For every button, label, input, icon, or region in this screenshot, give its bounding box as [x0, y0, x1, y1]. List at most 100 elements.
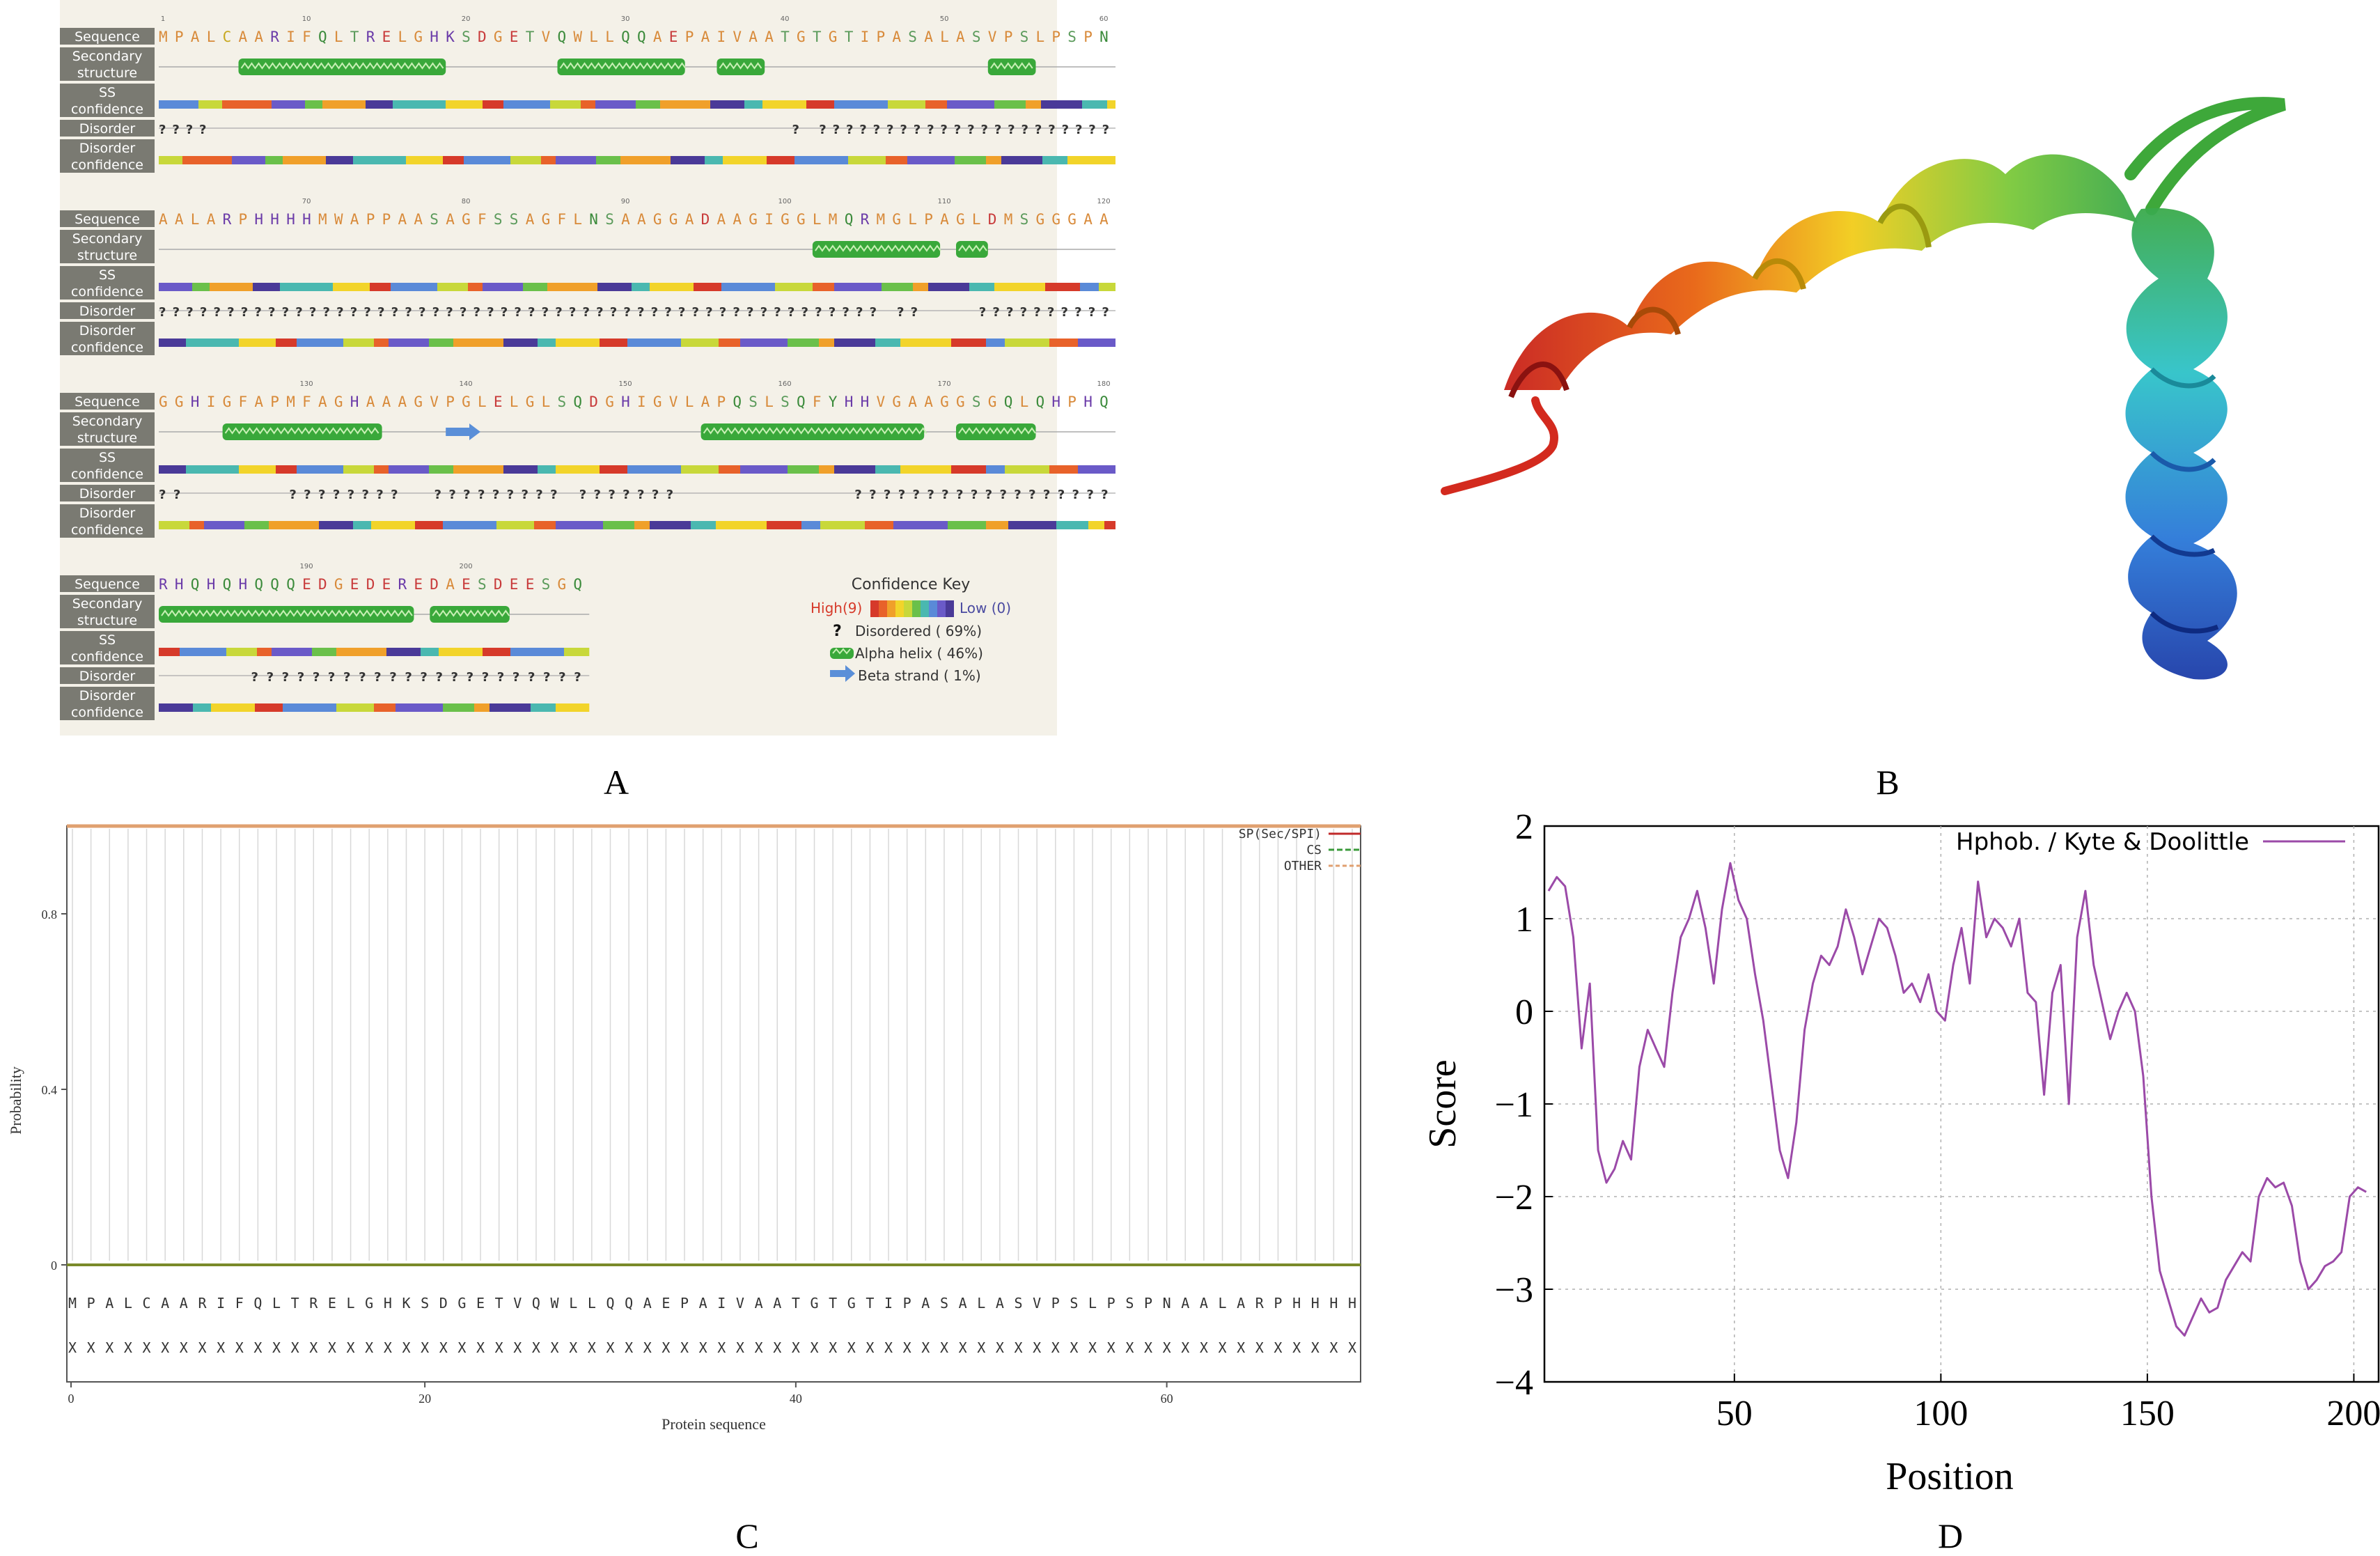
residue: P — [924, 211, 933, 228]
track-label: Secondary — [72, 49, 143, 64]
marker-x: X — [87, 1339, 95, 1356]
confidence-segment — [343, 339, 374, 347]
marker-x: X — [291, 1339, 299, 1356]
confidence-segment — [994, 100, 1026, 109]
confidence-segment — [767, 521, 801, 529]
confidence-segment — [483, 648, 510, 656]
confidence-segment — [925, 100, 947, 109]
residue: G — [334, 394, 343, 410]
confidence-segment — [257, 648, 272, 656]
residue: A — [446, 211, 455, 228]
confidence-segment — [503, 100, 550, 109]
residue: H — [350, 394, 359, 410]
disorder-mark: ? — [432, 305, 439, 320]
track-label: SS — [99, 450, 116, 465]
confidence-segment — [986, 465, 1005, 474]
panel-label-b: B — [1876, 763, 1899, 802]
residue: M — [286, 394, 295, 410]
disorder-mark: ? — [343, 670, 350, 685]
confidence-segment — [204, 521, 244, 529]
confidence-segment — [671, 156, 705, 164]
sequence-residue: A — [755, 1295, 763, 1312]
signalp-xlabel: Protein sequence — [661, 1415, 766, 1433]
confidence-segment — [740, 465, 788, 474]
key-swatch — [870, 600, 879, 617]
disorder-mark: ? — [282, 305, 289, 320]
disorder-mark: ? — [214, 305, 221, 320]
residue: A — [908, 394, 917, 410]
residue: S — [972, 394, 981, 410]
seq-tick-label: 10 — [302, 15, 311, 23]
confidence-segment — [1088, 521, 1104, 529]
residue: T — [350, 29, 359, 45]
disorder-mark: ? — [460, 305, 467, 320]
psipred-block: SequenceSecondarystructureSSconfidenceDi… — [60, 380, 1115, 538]
confidence-segment — [865, 521, 893, 529]
residue: A — [350, 211, 359, 228]
confidence-segment — [801, 521, 820, 529]
confidence-segment — [986, 339, 1005, 347]
disorder-mark: ? — [323, 305, 330, 320]
key-low: Low (0) — [960, 600, 1011, 616]
sequence-residue: L — [272, 1295, 281, 1312]
track-label-box — [60, 47, 155, 81]
residue: G — [892, 211, 901, 228]
confidence-segment — [393, 100, 446, 109]
residue: M — [877, 211, 886, 228]
sequence-residue: S — [940, 1295, 948, 1312]
confidence-segment — [834, 339, 875, 347]
plot-ticks: 50 100 150 200 2 1 0 −1 −2 −3 −4 — [1495, 807, 2380, 1433]
residue: I — [717, 29, 726, 45]
confidence-segment — [600, 339, 627, 347]
residue: Q — [573, 576, 582, 593]
sequence-residue: P — [1107, 1295, 1115, 1312]
marker-x: X — [1274, 1339, 1282, 1356]
disorder-mark: ? — [788, 305, 794, 320]
confidence-segment — [556, 521, 603, 529]
sequence-residue: P — [680, 1295, 689, 1312]
helix-segment-wave — [958, 427, 1036, 435]
marker-x: X — [105, 1339, 113, 1356]
sequence-residue: Q — [606, 1295, 614, 1312]
residue: S — [605, 211, 614, 228]
residue: A — [765, 29, 774, 45]
residue: D — [988, 211, 997, 228]
track-label: Secondary — [72, 414, 143, 429]
residue: A — [414, 211, 423, 228]
disorder-mark: ? — [1035, 123, 1042, 137]
confidence-segment — [634, 521, 650, 529]
disorder-mark: ? — [846, 123, 853, 137]
marker-x: X — [680, 1339, 689, 1356]
marker-x: X — [699, 1339, 707, 1356]
confidence-segment — [597, 283, 632, 291]
confidence-segment — [951, 465, 986, 474]
residue: E — [494, 394, 503, 410]
confidence-segment — [550, 100, 581, 109]
residue: P — [366, 211, 375, 228]
sequence-residue: R — [1255, 1295, 1265, 1312]
residue: P — [1083, 29, 1093, 45]
sequence-residue: V — [1033, 1295, 1041, 1312]
confidence-segment — [694, 283, 721, 291]
disorder-mark: ? — [1008, 123, 1015, 137]
confidence-segment — [986, 156, 1001, 164]
confidence-segment — [265, 156, 283, 164]
residue: E — [510, 576, 519, 593]
disorder-mark: ? — [873, 123, 880, 137]
marker-x: X — [829, 1339, 837, 1356]
helix-segment — [430, 606, 510, 623]
x-tick-label: 50 — [1716, 1394, 1753, 1433]
confidence-segment — [534, 521, 556, 529]
residue: A — [717, 211, 726, 228]
marker-x: X — [996, 1339, 1004, 1356]
sequence-residue: A — [921, 1295, 930, 1312]
disorder-mark: ? — [391, 488, 398, 502]
residue: D — [701, 211, 710, 228]
residue: P — [1067, 394, 1077, 410]
residue: V — [877, 394, 886, 410]
residue: I — [765, 211, 774, 228]
residue: G — [159, 394, 168, 410]
confidence-segment — [721, 283, 775, 291]
key-title: Confidence Key — [852, 576, 971, 593]
confidence-segment — [439, 648, 483, 656]
